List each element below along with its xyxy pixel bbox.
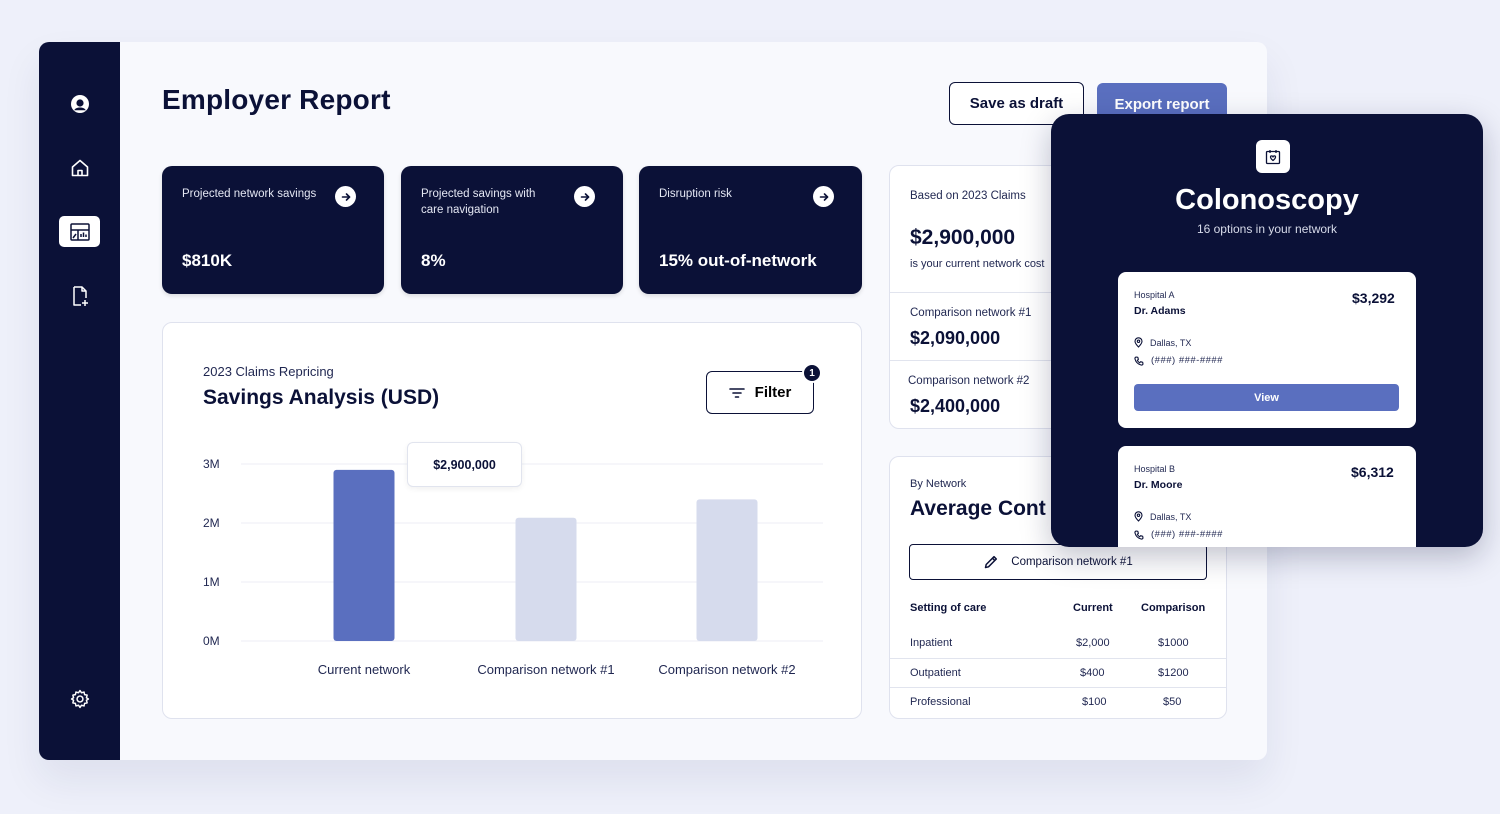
comparison-row: Comparison network #2 $2,400,000	[890, 360, 1226, 428]
kpi-label: Disruption risk	[659, 188, 732, 200]
filter-button[interactable]: Filter	[706, 371, 814, 414]
hospital-name: Hospital A	[1134, 290, 1175, 300]
phone-row: (###) ###-####	[1134, 355, 1223, 366]
cell-setting: Professional	[910, 696, 971, 708]
table-row: Outpatient $400 $1200	[890, 658, 1226, 687]
chart-title: Savings Analysis (USD)	[203, 386, 440, 409]
gear-icon	[70, 689, 89, 708]
kpi-card-care-navigation[interactable]: Projected savings with care navigation 8…	[401, 166, 623, 294]
arrow-right-icon[interactable]	[574, 186, 595, 207]
kpi-value: $810K	[182, 251, 233, 270]
column-header-setting: Setting of care	[910, 602, 987, 614]
kpi-value: 8%	[421, 251, 446, 270]
phone-text: (###) ###-####	[1151, 529, 1223, 540]
column-header-comparison: Comparison	[1141, 602, 1206, 614]
doctor-name: Dr. Moore	[1134, 479, 1183, 491]
cell-current: $2,000	[1076, 637, 1110, 649]
map-pin-icon	[1134, 337, 1143, 348]
kpi-card-network-savings[interactable]: Projected network savings $810K	[162, 166, 384, 294]
view-hospital-button[interactable]: View	[1134, 384, 1399, 411]
hospital-card[interactable]: Hospital B Dr. Moore $6,312 Dallas, TX (…	[1118, 446, 1416, 547]
sidebar-item-home[interactable]	[59, 152, 100, 183]
comparison-value: $2,090,000	[910, 328, 1001, 348]
sidebar-item-settings[interactable]	[59, 683, 100, 714]
phone-row: (###) ###-####	[1134, 529, 1223, 540]
current-network-cost: $2,900,000	[910, 226, 1016, 249]
bar-tooltip: $2,900,000	[407, 442, 522, 487]
report-dashboard-icon	[69, 222, 90, 241]
hospital-card[interactable]: Hospital A Dr. Adams $3,292 Dallas, TX (…	[1118, 272, 1416, 428]
cell-setting: Inpatient	[910, 637, 953, 649]
procedure-title: Colonoscopy	[1175, 184, 1359, 216]
procedure-price: $6,312	[1351, 464, 1394, 480]
pencil-icon	[985, 555, 998, 569]
kpi-card-disruption-risk[interactable]: Disruption risk 15% out-of-network	[639, 166, 862, 294]
table-row: Professional $100 $50	[890, 687, 1226, 716]
location-text: Dallas, TX	[1150, 337, 1192, 348]
procedure-subtitle: 16 options in your network	[1196, 222, 1338, 236]
main-content: Employer Report Save as draft Export rep…	[120, 42, 1267, 760]
procedure-price: $3,292	[1352, 290, 1395, 306]
filter-icon	[728, 387, 745, 398]
avg-subtitle: By Network	[910, 478, 967, 490]
cell-current: $400	[1080, 667, 1105, 679]
phone-icon	[1134, 355, 1144, 366]
bar	[515, 517, 577, 641]
cell-comparison: $50	[1163, 696, 1182, 708]
y-tick-label: 2M	[203, 516, 220, 530]
filter-count-badge: 1	[802, 363, 822, 383]
cell-current: $100	[1082, 696, 1107, 708]
home-icon	[71, 159, 88, 176]
hospital-name: Hospital B	[1134, 464, 1176, 474]
location-text: Dallas, TX	[1150, 511, 1192, 522]
bar	[696, 499, 758, 641]
arrow-right-icon[interactable]	[813, 186, 834, 207]
table-row: Inpatient $2,000 $1000	[890, 629, 1226, 658]
sidebar	[39, 42, 120, 760]
cell-comparison: $1200	[1158, 667, 1189, 679]
cell-setting: Outpatient	[910, 667, 961, 679]
comparison-label: Comparison network #2	[908, 375, 1030, 387]
kpi-label: Projected network savings	[182, 188, 317, 200]
chart-subtitle: 2023 Claims Repricing	[203, 364, 334, 379]
arrow-right-icon[interactable]	[335, 186, 356, 207]
cell-comparison: $1000	[1158, 637, 1189, 649]
add-document-icon	[72, 285, 88, 306]
selected-network: Comparison network #1	[1011, 556, 1133, 568]
savings-analysis-card: 0M 1M 2M 3M Current network Comparison networ…	[162, 322, 862, 719]
procedure-popup: Colonoscopy 16 options in your network H…	[1051, 114, 1483, 547]
location-row: Dallas, TX	[1134, 337, 1191, 348]
kpi-label: Projected savings with care navigation	[421, 188, 536, 216]
user-avatar-icon	[70, 94, 89, 113]
bar	[333, 469, 395, 641]
sidebar-item-new-document[interactable]	[59, 280, 100, 311]
y-tick-label: 3M	[203, 457, 220, 471]
y-tick-label: 1M	[203, 575, 220, 589]
sidebar-item-profile[interactable]	[59, 88, 100, 119]
filter-label: Filter	[754, 384, 792, 401]
phone-text: (###) ###-####	[1151, 355, 1223, 366]
avg-title: Average Cont	[910, 497, 1046, 520]
y-tick-label: 0M	[203, 634, 220, 648]
comparison-label: Comparison network #1	[910, 307, 1032, 319]
column-header-current: Current	[1073, 602, 1113, 614]
doctor-name: Dr. Adams	[1134, 305, 1186, 317]
claims-subtitle: Based on 2023 Claims	[910, 190, 1026, 202]
map-pin-icon	[1134, 511, 1143, 522]
kpi-value: 15% out-of-network	[659, 251, 817, 270]
comparison-value: $2,400,000	[910, 396, 1001, 416]
claims-note: is your current network cost	[910, 258, 1045, 270]
sidebar-item-reports[interactable]	[59, 216, 100, 247]
x-tick-label: Comparison network #1	[477, 662, 614, 677]
x-tick-label: Comparison network #2	[658, 662, 795, 677]
network-select[interactable]: Comparison network #1	[909, 544, 1207, 580]
phone-icon	[1134, 529, 1144, 540]
export-report-button[interactable]: Export report	[1097, 83, 1227, 125]
page-title: Employer Report	[162, 84, 391, 115]
savings-bar-chart: 0M 1M 2M 3M Current network Comparison networ…	[203, 457, 823, 677]
medical-calendar-icon	[1256, 140, 1290, 173]
x-tick-label: Current network	[318, 662, 411, 677]
location-row: Dallas, TX	[1134, 511, 1191, 522]
